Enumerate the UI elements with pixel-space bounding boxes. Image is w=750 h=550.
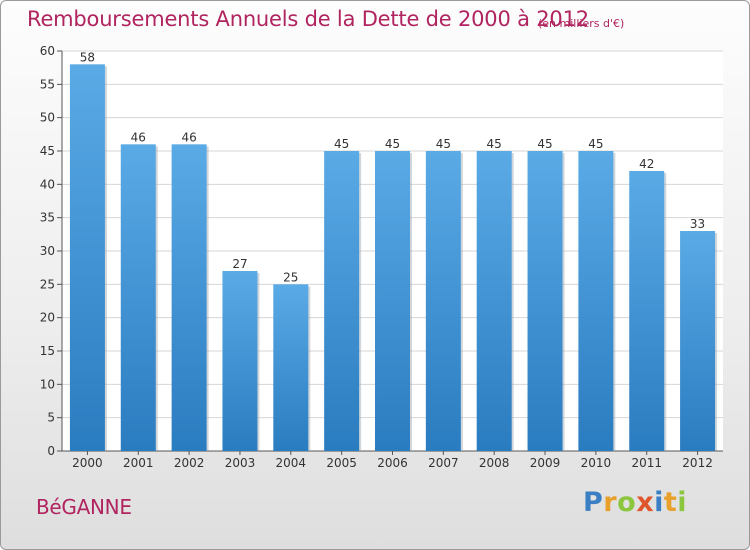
bar [527, 151, 563, 451]
bar [425, 151, 461, 451]
bar [680, 231, 716, 451]
x-tick-label: 2012 [682, 456, 713, 470]
bar [69, 64, 105, 452]
data-label: 46 [131, 130, 146, 144]
y-tick-label: 25 [40, 277, 55, 291]
y-tick-label: 30 [40, 244, 55, 258]
x-tick-label: 2011 [631, 456, 662, 470]
x-tick-label: 2004 [276, 456, 307, 470]
x-tick-label: 2005 [326, 456, 357, 470]
x-tick-label: 2007 [428, 456, 459, 470]
data-label: 46 [181, 130, 196, 144]
y-tick-label: 40 [40, 177, 55, 191]
data-label: 45 [487, 137, 502, 151]
data-label: 45 [537, 137, 552, 151]
data-label: 45 [588, 137, 603, 151]
bar [324, 151, 360, 451]
bar [578, 151, 614, 451]
bar [120, 144, 156, 452]
commune-name: BéGANNE [36, 495, 132, 519]
x-tick-label: 2006 [377, 456, 408, 470]
data-label: 25 [283, 270, 298, 284]
chart-subtitle: (en milliers d'€) [538, 17, 625, 30]
data-label: 58 [80, 50, 95, 64]
data-label: 33 [690, 217, 705, 231]
bar [222, 271, 258, 451]
y-tick-label: 55 [40, 77, 55, 91]
bar [375, 151, 410, 451]
x-tick-label: 2000 [72, 456, 103, 470]
y-tick-label: 60 [40, 44, 55, 58]
y-tick-label: 45 [40, 144, 55, 158]
x-tick-label: 2003 [225, 456, 256, 470]
data-label: 45 [436, 137, 451, 151]
x-tick-label: 2009 [530, 456, 561, 470]
data-label: 45 [334, 137, 349, 151]
x-tick-label: 2002 [174, 456, 205, 470]
y-tick-label: 20 [40, 311, 55, 325]
y-tick-label: 5 [47, 411, 55, 425]
x-tick-label: 2008 [479, 456, 510, 470]
x-tick-label: 2001 [123, 456, 154, 470]
y-tick-label: 35 [40, 211, 55, 225]
y-tick-label: 10 [40, 377, 55, 391]
data-label: 27 [232, 257, 247, 271]
data-label: 45 [385, 137, 400, 151]
y-tick-label: 15 [40, 344, 55, 358]
y-tick-label: 0 [47, 444, 55, 458]
chart-title: Remboursements Annuels de la Dette de 20… [27, 7, 589, 31]
y-tick-label: 50 [40, 111, 55, 125]
data-label: 42 [639, 157, 654, 171]
bar [476, 151, 512, 451]
bar [171, 144, 207, 452]
bar [273, 284, 309, 451]
x-tick-label: 2010 [581, 456, 612, 470]
bar [629, 171, 665, 451]
proxiti-logo: Proxiti [583, 487, 688, 518]
